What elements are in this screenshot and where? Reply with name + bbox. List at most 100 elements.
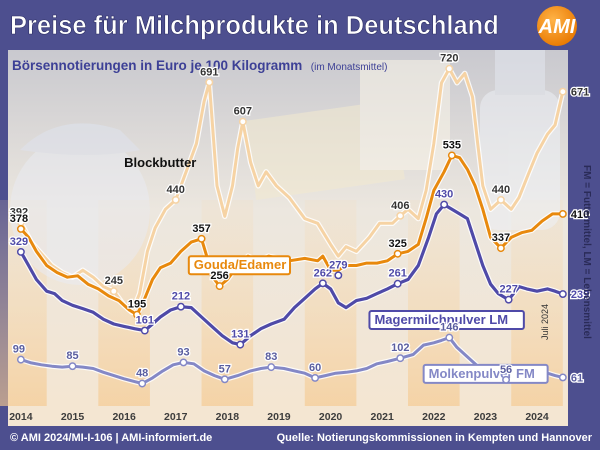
value-label-layer: 392 245 440 691 607 406 720 440 671 378 195 357 256 3… [8,51,590,388]
data-point-marker [396,354,405,363]
series-label-box [368,310,525,331]
value-label: 261 [388,268,406,280]
value-label: 85 [66,350,78,362]
series-label: Magermilchpulver LM [374,312,508,327]
data-point-marker [502,375,511,384]
x-tick-label: 2021 [371,411,395,423]
series-label-layer: Blockbutter Gouda/Edamer Magermilchpulver … [124,155,549,384]
footer-copyright: © AMI 2024/MI-I-106 | AMI-informiert.de [10,432,212,444]
data-point-marker [311,373,320,382]
value-label: 671 [571,87,589,99]
data-point-marker [496,244,505,253]
data-point-marker [504,295,513,304]
value-label: 195 [128,299,146,311]
series-label-box [422,363,549,384]
value-label: 93 [177,346,189,358]
data-point-marker [215,282,224,291]
data-point-marker [496,195,505,204]
value-label: 212 [172,291,190,303]
data-point-marker [267,363,276,372]
value-label: 239 [571,289,589,301]
x-tick-label: 2015 [61,411,85,423]
data-point-marker [140,326,149,335]
series-label: Gouda/Edamer [194,257,286,272]
value-label: 691 [200,66,218,78]
x-tick-label: 2023 [474,411,498,423]
value-label: 146 [440,322,458,334]
x-tick-label: 2020 [319,411,343,423]
data-point-marker [396,211,405,220]
value-label: 410 [571,209,589,221]
chart-subtitle-note: (im Monatsmittel) [311,62,388,73]
value-label: 227 [499,284,517,296]
x-axis: 2014 2015 2016 2017 2018 2019 2020 2021 2022 2023… [9,411,549,423]
series-label: Molkenpulver FM [429,366,535,381]
series-line-magermilchpulver-lm [19,203,565,347]
value-label: 99 [13,344,25,356]
value-label: 329 [10,236,28,248]
value-label: 60 [309,362,321,374]
data-point-marker [179,358,188,367]
data-point-marker [558,373,567,382]
data-point-marker [334,271,343,280]
value-label: 61 [571,372,583,384]
data-point-marker [133,310,141,319]
value-label: 357 [192,223,210,235]
data-point-marker [109,287,118,296]
value-label: 161 [136,315,154,327]
value-label: 262 [314,267,332,279]
data-point-marker [236,340,245,349]
data-point-marker [445,64,454,73]
data-point-marker [393,279,402,288]
value-label: 430 [435,189,453,201]
chart-subtitle: Börsennotierungen in Euro je 100 Kilogra… [12,57,387,74]
value-label: 56 [500,364,512,376]
x-axis-strip [8,406,568,426]
data-point-marker [16,247,25,256]
x-tick-label: 2017 [164,411,188,423]
x-tick-label: 2018 [216,411,240,423]
period-note: Juli 2024 [540,304,550,340]
data-point-marker [16,355,25,364]
x-tick-label: 2014 [9,411,33,423]
data-point-marker [205,78,214,87]
data-point-marker [558,209,567,218]
data-point-marker [220,375,229,384]
data-point-marker [447,151,456,160]
value-label: 535 [443,139,461,151]
ami-logo-text: AMI [538,16,576,38]
value-label: 720 [440,53,458,65]
value-label: 378 [10,213,28,225]
value-label: 337 [492,232,510,244]
data-point-marker [68,362,77,371]
data-point-marker [197,234,206,243]
x-tick-label: 2022 [422,411,446,423]
value-label: 392 [10,206,28,218]
data-point-marker [393,249,402,258]
data-point-marker [176,302,185,311]
value-label: 440 [167,184,185,196]
value-label: 325 [388,238,406,250]
data-point-marker [440,200,449,209]
data-point-marker [171,195,180,204]
value-label: 279 [329,259,347,271]
value-label: 48 [136,368,148,380]
side-note: FM = Futtermittel, LM = Lebensmittel [581,165,592,339]
x-tick-label: 2019 [267,411,291,423]
value-label: 57 [219,363,231,375]
value-label: 607 [234,106,252,118]
series-label: Blockbutter [124,155,196,170]
data-point-marker [558,290,567,298]
series-label-box [187,255,292,276]
data-point-marker [138,379,147,388]
ami-logo: AMI [537,6,577,46]
data-point-marker [238,117,247,126]
value-label: 102 [391,342,409,354]
footer-source: Quelle: Notierungskommissionen in Kempte… [277,432,593,444]
value-label: 245 [105,275,123,287]
data-point-marker [558,87,567,96]
x-tick-label: 2024 [525,411,549,423]
data-point-marker [445,333,454,342]
